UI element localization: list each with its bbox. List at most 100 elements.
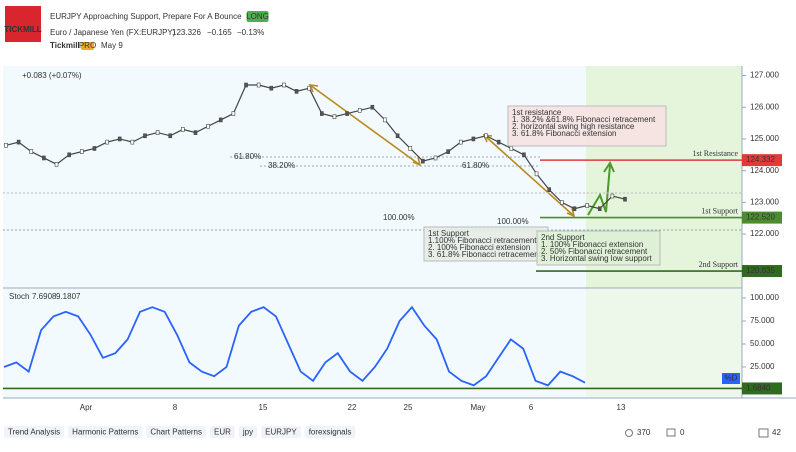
- tag[interactable]: [68, 426, 143, 438]
- current-value: 1.6840: [746, 384, 771, 393]
- annotation-line: 1st resistance: [512, 108, 562, 117]
- candle: [54, 162, 59, 167]
- x-tick-label: 6: [529, 403, 534, 412]
- candle: [168, 133, 173, 139]
- y-tick-label: 100.000: [750, 293, 779, 302]
- y-tick-label: 123.000: [750, 197, 779, 206]
- series-label: %D: [725, 374, 738, 383]
- candle: [79, 149, 84, 154]
- stoch-line: [3, 305, 586, 387]
- candle: [16, 139, 21, 145]
- y-tick-label: 75.000: [750, 316, 775, 325]
- y-tick-label: 122.000: [750, 229, 779, 238]
- price-line: [5, 84, 626, 210]
- candle: [395, 133, 400, 139]
- change-pct: −0.13%: [237, 28, 264, 37]
- candle: [193, 130, 198, 135]
- candle: [610, 193, 615, 199]
- candle: [244, 82, 248, 88]
- tag-label: Trend Analysis: [8, 428, 60, 437]
- tag-label: Chart Patterns: [150, 428, 202, 437]
- logo: [5, 6, 41, 42]
- fib-label: 100.00%: [383, 213, 415, 222]
- symbol: Euro / Japanese Yen (FX:EURJPY): [50, 28, 176, 37]
- candle: [597, 206, 602, 212]
- candle: [522, 152, 526, 158]
- annotation-line: 1. 100% Fibonacci extension: [541, 240, 643, 249]
- candle: [143, 133, 147, 139]
- comments-icon[interactable]: [666, 428, 676, 437]
- change: −0.165: [207, 28, 232, 37]
- level-price: 120.835: [746, 266, 775, 275]
- logo-text: TICKMILL: [4, 25, 41, 34]
- badge-bg: [246, 11, 269, 22]
- level-price: 124.332: [746, 155, 775, 164]
- candle: [29, 149, 34, 154]
- tag[interactable]: [261, 426, 301, 438]
- candle: [370, 104, 375, 110]
- candle: [256, 82, 261, 88]
- level-price-bg: [742, 211, 782, 224]
- views: 370: [637, 428, 651, 437]
- tag[interactable]: [304, 426, 356, 438]
- annotation-line: 1. 38.2% &61.8% Fibonacci retracement: [512, 115, 656, 124]
- stoch-param: 9.1807: [56, 292, 81, 301]
- views-icon: [625, 429, 633, 437]
- tag-label: EUR: [214, 428, 231, 437]
- tag[interactable]: [210, 426, 235, 438]
- fib-label: 61.80%: [462, 161, 489, 170]
- candle: [320, 111, 324, 116]
- tag-label: EURJPY: [265, 428, 297, 437]
- candle: [130, 139, 135, 145]
- candle: [509, 146, 514, 151]
- tag[interactable]: [238, 426, 258, 438]
- candle: [42, 155, 46, 161]
- candle: [471, 136, 476, 142]
- candle: [446, 149, 450, 154]
- y-tick-label: 125.000: [750, 134, 779, 143]
- candle: [105, 139, 109, 145]
- y-tick-label: 127.000: [750, 71, 779, 80]
- candle: [206, 123, 210, 129]
- date: May 9: [101, 41, 123, 50]
- annotation-line: 1st Support: [428, 229, 470, 238]
- author-badge: PRO: [79, 41, 96, 50]
- candle: [357, 108, 362, 113]
- fib-label: 100.00%: [497, 217, 529, 226]
- annotation-box: [536, 230, 661, 266]
- candle: [117, 136, 122, 142]
- annotation-box: [423, 226, 549, 262]
- x-tick-label: May: [470, 403, 485, 412]
- tag-label: Harmonic Patterns: [72, 428, 138, 437]
- drawings: [308, 84, 576, 218]
- candle: [484, 133, 488, 139]
- candle: [572, 206, 577, 212]
- annotation-line: 2. horizontal swing high resistance: [512, 122, 635, 131]
- candle: [458, 139, 463, 145]
- annotation-line: 1.100% Fibonacci retracement: [428, 236, 537, 245]
- candle: [218, 117, 223, 123]
- annotation-line: 3. Horizontal swing low support: [541, 254, 652, 263]
- candle: [307, 85, 311, 91]
- candle: [231, 111, 236, 116]
- tag[interactable]: [4, 426, 65, 438]
- x-tick-label: 15: [259, 403, 268, 412]
- legend: +0.083 (+0.07%): [22, 71, 82, 80]
- tag[interactable]: [146, 426, 206, 438]
- likes: 42: [772, 428, 781, 437]
- level-price-bg: [742, 265, 782, 278]
- candle: [282, 82, 286, 88]
- candle: [294, 89, 299, 94]
- target-zone-stoch: [586, 289, 742, 397]
- tag-label: forexsignals: [309, 428, 352, 437]
- candle: [433, 155, 438, 161]
- annotation-line: 2nd Support: [541, 233, 585, 242]
- candle: [4, 142, 8, 148]
- y-tick-label: 25.000: [750, 362, 775, 371]
- candle: [383, 117, 387, 123]
- x-tick-label: 22: [348, 403, 357, 412]
- likes-icon[interactable]: [758, 428, 769, 438]
- current-bg: [742, 382, 782, 395]
- fib-label: 38.20%: [268, 161, 295, 170]
- candle: [421, 158, 425, 164]
